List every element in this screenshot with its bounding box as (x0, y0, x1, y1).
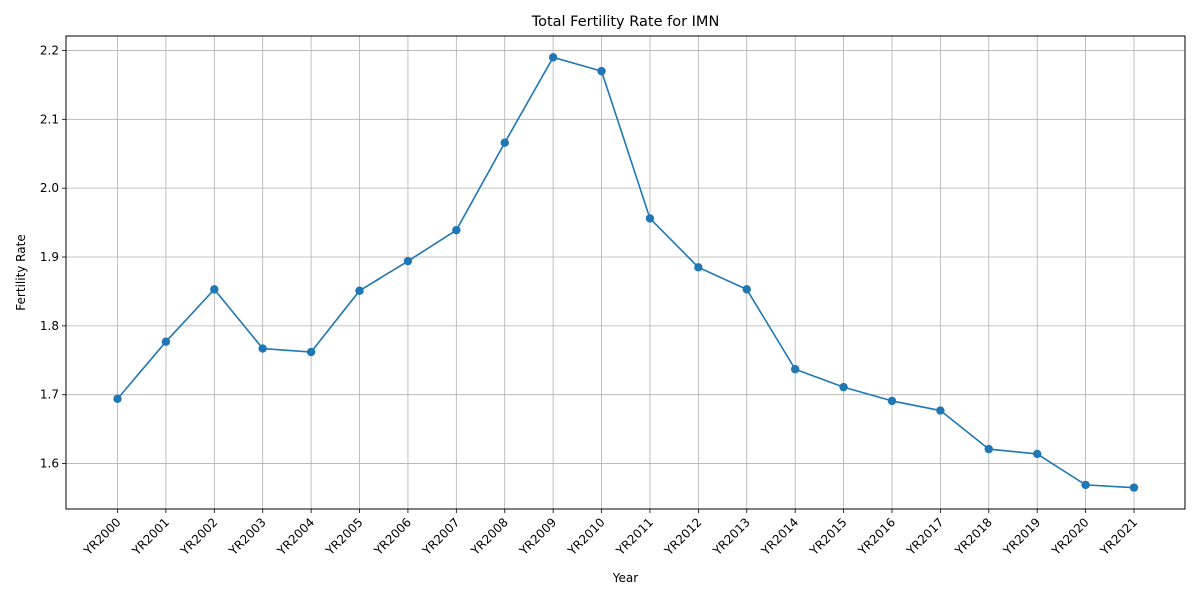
x-tick-label: YR2004 (274, 515, 317, 558)
chart-title: Total Fertility Rate for IMN (531, 14, 720, 30)
x-tick-label: YR2021 (1097, 515, 1140, 558)
x-tick-label: YR2011 (613, 515, 656, 558)
grid (66, 36, 1185, 509)
data-point (1032, 449, 1042, 459)
x-tick-label: YR2000 (80, 515, 123, 558)
plot-frame (65, 35, 1186, 510)
data-point (113, 394, 122, 404)
x-tick-label: YR2002 (177, 515, 220, 558)
x-tick-label: YR2019 (1000, 515, 1043, 558)
data-point (645, 214, 655, 223)
y-tick-label: 2.1 (40, 112, 59, 126)
data-point (306, 347, 316, 357)
x-tick-label: YR2018 (952, 515, 995, 558)
data-point (694, 263, 703, 272)
x-tick-label: YR2017 (903, 515, 946, 558)
data-point (839, 382, 848, 392)
x-tick-label: YR2014 (758, 515, 801, 558)
series-line (116, 56, 1135, 489)
x-tick-label: YR2016 (855, 515, 898, 558)
y-tick-label: 1.6 (40, 457, 59, 471)
data-point (258, 344, 267, 353)
data-point (500, 138, 509, 147)
data-point (403, 256, 413, 266)
y-tick-label: 2.0 (40, 181, 59, 195)
x-tick-label: YR2013 (710, 515, 753, 558)
x-tick-label: YR2010 (564, 515, 607, 558)
x-tick-label: YR2009 (516, 515, 559, 558)
x-tick-label: YR2005 (322, 515, 365, 558)
data-point (742, 285, 751, 294)
data-point (1081, 480, 1090, 490)
data-point (452, 225, 461, 235)
data-point (887, 396, 897, 406)
y-axis-label: Fertility Rate (14, 234, 28, 310)
y-tick-label: 2.2 (40, 43, 59, 57)
data-point (984, 444, 993, 454)
y-axis-ticks: 1.6 1.7 1.8 1.9 2.0 2.1 2.2 (40, 43, 66, 471)
x-tick-label: YR2007 (419, 515, 462, 558)
x-tick-label: YR2008 (468, 515, 511, 558)
data-point (355, 286, 364, 295)
x-tick-label: YR2015 (806, 515, 849, 558)
y-tick-label: 1.9 (40, 250, 59, 264)
data-point (936, 406, 945, 415)
x-tick-label: YR2006 (371, 515, 414, 558)
y-tick-label: 1.8 (40, 319, 59, 333)
data-point (548, 53, 558, 62)
x-tick-label: YR2012 (661, 515, 704, 558)
data-point (161, 337, 171, 346)
x-tick-label: YR2020 (1048, 515, 1091, 558)
x-axis-label: Year (612, 571, 638, 585)
data-point (597, 66, 606, 76)
y-tick-label: 1.7 (40, 388, 59, 402)
data-point (210, 285, 219, 294)
data-point (1129, 483, 1139, 492)
x-tick-label: YR2001 (129, 515, 172, 558)
x-tick-label: YR2003 (226, 515, 269, 558)
series-fertility-rate (113, 53, 1139, 492)
data-point (790, 365, 800, 374)
x-axis-ticks: YR2000 YR2001 YR2002 YR2003 YR2004 YR2005 YR20… (80, 509, 1140, 559)
